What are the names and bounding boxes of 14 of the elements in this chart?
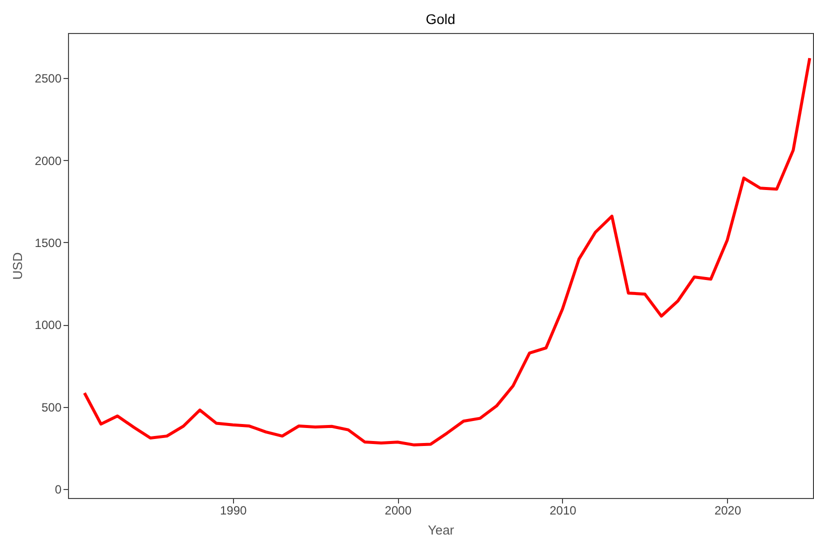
x-tick-label: 2010	[550, 504, 577, 518]
y-tick-label: 0	[54, 482, 62, 496]
y-tick-label: 2500	[34, 72, 62, 86]
x-tick-label: 2020	[714, 504, 742, 518]
chart-title: Gold	[426, 11, 456, 27]
x-tick-label: 1990	[220, 504, 247, 518]
y-tick-label: 1000	[34, 318, 62, 332]
y-tick-label: 2000	[34, 154, 62, 168]
x-tick-label: 2000	[384, 504, 412, 518]
y-axis-title: USD	[10, 252, 25, 280]
y-tick-label: 500	[41, 400, 62, 414]
x-axis-title: Year	[428, 522, 455, 538]
line-series	[82, 56, 812, 446]
y-tick-label: 1500	[34, 236, 62, 250]
